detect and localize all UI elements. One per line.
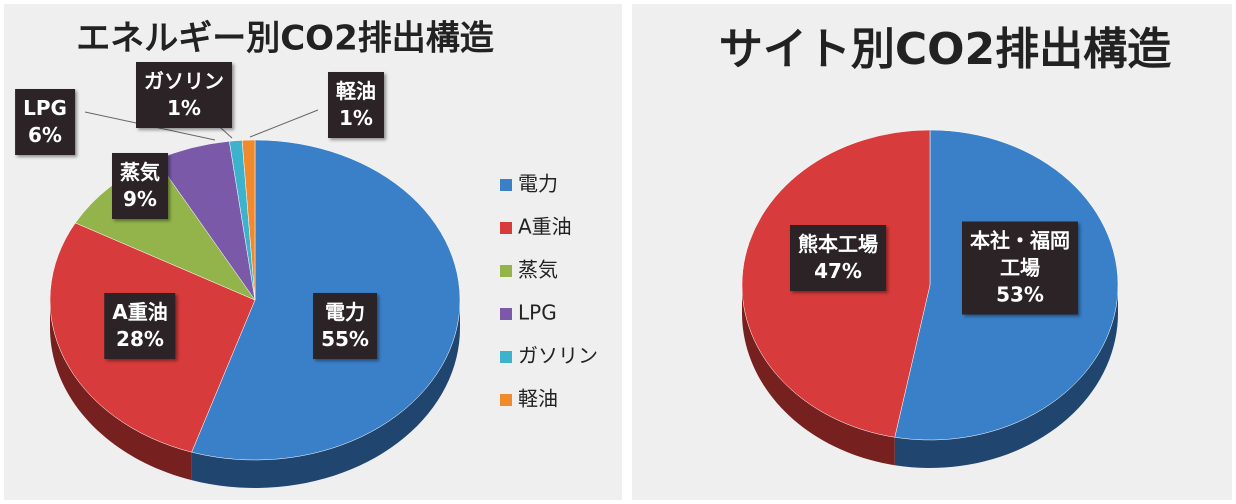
pie-side [894, 285, 1118, 468]
data-label: A重油 28% [104, 293, 176, 359]
label-value: 47% [814, 259, 862, 283]
data-label: 熊本工場 47% [790, 225, 886, 291]
legend-swatch [500, 351, 512, 363]
legend-label: 電力 [518, 172, 558, 196]
data-label: ガソリン 1% [136, 62, 232, 128]
legend-swatch [500, 394, 512, 406]
pie-side [742, 285, 895, 466]
label-value: 55% [321, 327, 369, 351]
legend-label: LPG [518, 301, 557, 325]
legend-label: 軽油 [518, 387, 558, 411]
data-label: 電力 55% [313, 293, 377, 359]
legend-label: 蒸気 [518, 258, 558, 282]
legend-swatch [500, 179, 512, 191]
legend-swatch [500, 222, 512, 234]
legend-swatch [500, 265, 512, 277]
pie-side [50, 300, 192, 481]
label-category: A重油 [112, 300, 168, 324]
label-value: 53% [996, 282, 1044, 307]
label-category: ガソリン [144, 69, 224, 93]
label-value: 9% [123, 187, 157, 211]
label-value: 28% [116, 327, 164, 351]
label-category: LPG [23, 96, 67, 120]
pie-slice [241, 139, 256, 301]
data-label: LPG 6% [15, 89, 75, 155]
label-value: 6% [28, 123, 62, 147]
data-label: 本社・福岡工場 53% [962, 221, 1078, 315]
label-category: 熊本工場 [798, 232, 878, 256]
label-category: 本社・福岡工場 [970, 228, 1070, 280]
pie-side [191, 300, 460, 488]
leader-line [249, 109, 319, 138]
label-category: 電力 [325, 300, 365, 324]
label-category: 蒸気 [120, 160, 160, 184]
legend-label: ガソリン [518, 344, 598, 368]
chart-title: エネルギー別CO2排出構造 [76, 19, 494, 59]
data-label: 蒸気 9% [112, 153, 168, 219]
legend-label: A重油 [518, 215, 572, 239]
label-category: 軽油 [336, 79, 376, 103]
label-value: 1% [339, 106, 373, 130]
data-label: 軽油 1% [328, 72, 384, 138]
label-value: 1% [167, 96, 201, 120]
chart-title: サイト別CO2排出構造 [719, 24, 1171, 75]
legend-swatch [500, 308, 512, 320]
